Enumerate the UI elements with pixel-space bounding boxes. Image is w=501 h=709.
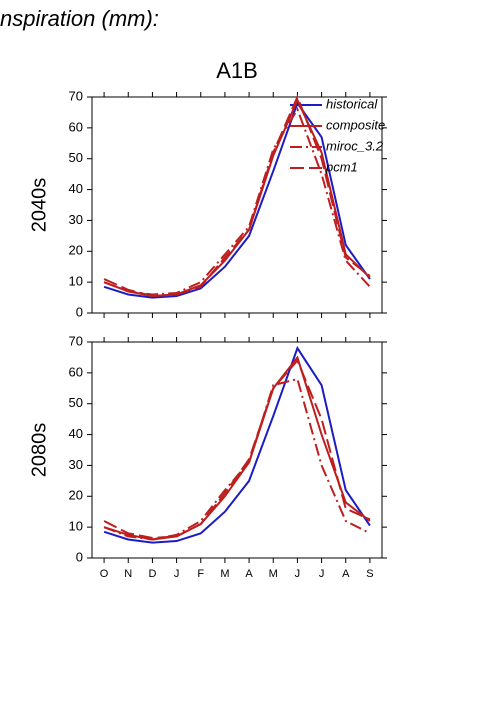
y-tick-label: 20 [69,488,83,503]
y-tick-label: 60 [69,364,83,379]
y-axis-label: 2040s [28,178,50,233]
y-tick-label: 20 [69,243,83,258]
y-tick-label: 70 [69,333,83,348]
scenario-title: A1B [216,58,258,83]
y-tick-label: 30 [69,212,83,227]
y-tick-label: 50 [69,150,83,165]
y-tick-label: 10 [69,519,83,534]
x-tick-label: J [174,568,180,580]
x-tick-label: J [319,568,325,580]
series-line [103,94,371,298]
y-tick-label: 10 [69,274,83,289]
y-tick-label: 40 [69,181,83,196]
x-tick-label: O [100,568,109,580]
y-tick-label: 60 [69,119,83,134]
y-tick-label: 70 [69,88,83,103]
x-tick-label: S [366,568,373,580]
plot-frame [91,341,383,559]
y-tick-label: 0 [76,304,83,319]
page-title: nspiration (mm): [0,6,159,31]
y-axis-label: 2080s [28,423,50,478]
series-line [103,345,371,544]
legend-label: composite [326,117,385,132]
x-tick-label: J [295,568,301,580]
x-tick-label: F [197,568,204,580]
x-tick-label: D [148,568,156,580]
x-tick-label: M [220,568,229,580]
legend-label: historical [326,96,378,111]
plot-frame [91,96,383,314]
y-tick-label: 40 [69,426,83,441]
series-line [103,358,371,539]
legend-label: miroc_3.2 [326,138,384,153]
series-line [103,107,371,296]
x-tick-label: A [245,568,253,580]
y-tick-label: 50 [69,395,83,410]
y-tick-label: 0 [76,549,83,564]
y-tick-label: 30 [69,457,83,472]
x-tick-label: A [342,568,350,580]
x-tick-label: N [124,568,132,580]
x-tick-label: M [269,568,278,580]
legend-label: pcm1 [325,159,358,174]
series-line [103,101,371,299]
